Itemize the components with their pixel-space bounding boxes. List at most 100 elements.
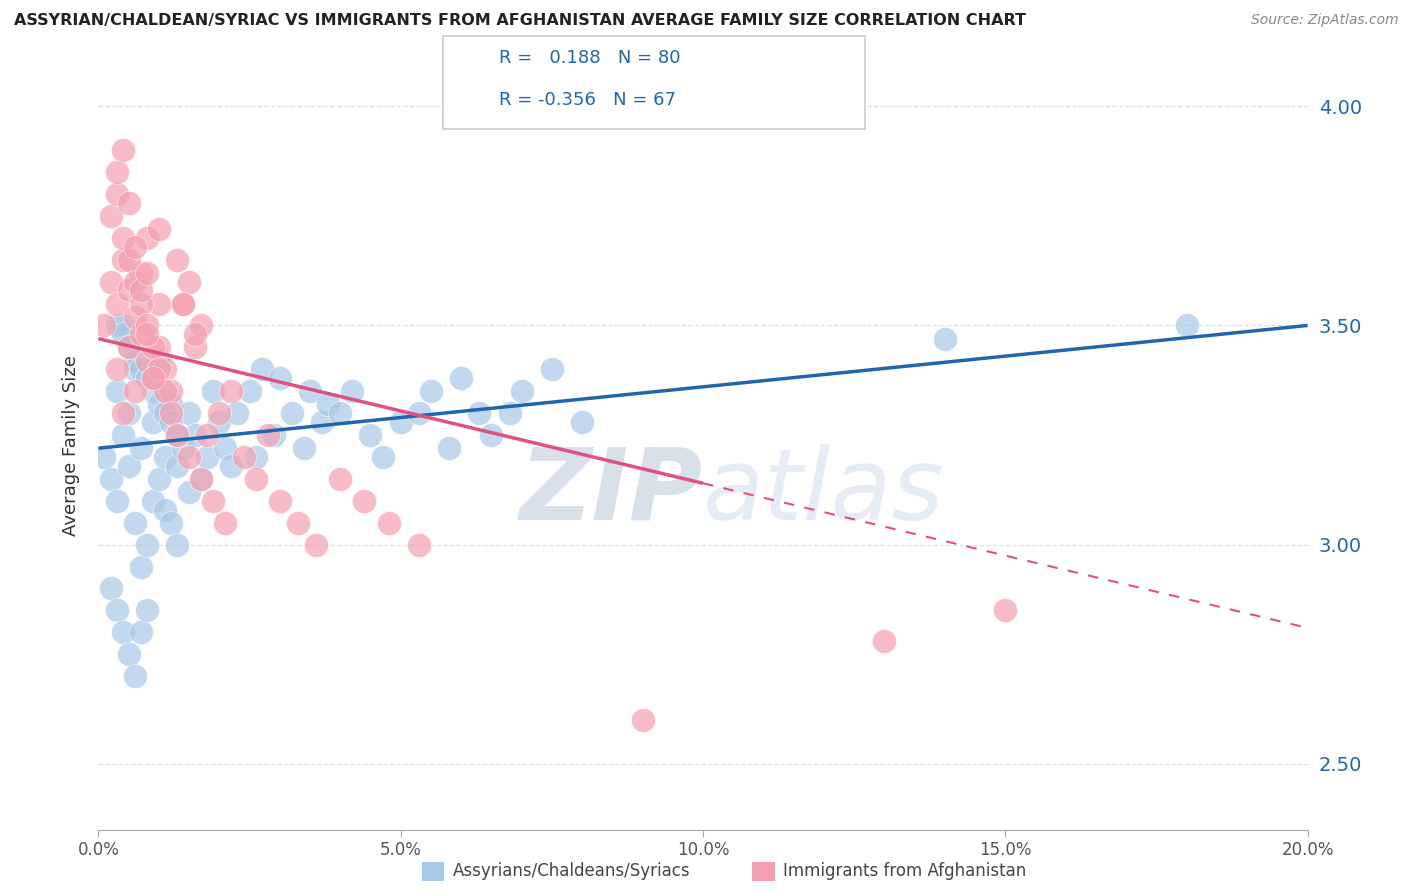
Point	[93, 318, 115, 333]
Text: ZIP: ZIP	[520, 443, 703, 541]
Point	[111, 428, 134, 442]
Point	[129, 559, 152, 574]
Point	[184, 340, 207, 354]
Point	[468, 406, 491, 420]
Point	[311, 415, 333, 429]
Point	[111, 327, 134, 342]
Point	[135, 603, 157, 617]
Point	[226, 406, 249, 420]
Point	[129, 625, 152, 640]
Point	[269, 493, 291, 508]
Point	[160, 415, 183, 429]
Point	[256, 428, 278, 442]
Point	[239, 384, 262, 399]
Point	[111, 252, 134, 267]
Point	[195, 450, 218, 464]
Point	[124, 384, 146, 399]
Point	[105, 318, 128, 333]
Point	[135, 538, 157, 552]
Point	[353, 493, 375, 508]
Point	[105, 603, 128, 617]
Point	[118, 458, 141, 473]
Point	[179, 450, 201, 464]
Point	[631, 713, 654, 727]
Point	[111, 625, 134, 640]
Point	[1175, 318, 1198, 333]
Point	[118, 406, 141, 420]
Point	[118, 252, 141, 267]
Point	[129, 284, 152, 298]
Point	[214, 441, 236, 455]
Point	[135, 353, 157, 368]
Point	[208, 406, 231, 420]
Point	[377, 516, 399, 530]
Point	[316, 397, 339, 411]
Point	[299, 384, 322, 399]
Point	[135, 371, 157, 385]
Point	[498, 406, 520, 420]
Point	[305, 538, 328, 552]
Text: R = -0.356   N = 67: R = -0.356 N = 67	[499, 91, 676, 109]
Point	[450, 371, 472, 385]
Point	[148, 296, 170, 310]
Point	[166, 428, 188, 442]
Point	[124, 353, 146, 368]
Point	[202, 384, 225, 399]
Point	[420, 384, 443, 399]
Point	[105, 296, 128, 310]
Point	[190, 318, 212, 333]
Point	[118, 647, 141, 661]
Point	[179, 406, 201, 420]
Point	[221, 458, 243, 473]
Point	[142, 340, 165, 354]
Point	[148, 222, 170, 236]
Text: R =   0.188   N = 80: R = 0.188 N = 80	[499, 49, 681, 67]
Point	[153, 406, 176, 420]
Text: ASSYRIAN/CHALDEAN/SYRIAC VS IMMIGRANTS FROM AFGHANISTAN AVERAGE FAMILY SIZE CORR: ASSYRIAN/CHALDEAN/SYRIAC VS IMMIGRANTS F…	[14, 13, 1026, 29]
Point	[100, 582, 122, 596]
Point	[166, 428, 188, 442]
Point	[142, 384, 165, 399]
Point	[129, 266, 152, 280]
Point	[184, 428, 207, 442]
Point	[166, 458, 188, 473]
Point	[118, 284, 141, 298]
Point	[153, 362, 176, 376]
Point	[873, 634, 896, 648]
Point	[129, 441, 152, 455]
Point	[437, 441, 460, 455]
Point	[329, 472, 352, 486]
Text: atlas: atlas	[703, 443, 945, 541]
Point	[371, 450, 394, 464]
Point	[408, 406, 430, 420]
Point	[148, 472, 170, 486]
Point	[160, 406, 183, 420]
Point	[160, 384, 183, 399]
Text: Immigrants from Afghanistan: Immigrants from Afghanistan	[783, 863, 1026, 880]
Point	[510, 384, 533, 399]
Point	[124, 239, 146, 253]
Point	[342, 384, 364, 399]
Point	[269, 371, 291, 385]
Point	[129, 296, 152, 310]
Point	[100, 275, 122, 289]
Point	[153, 384, 176, 399]
Point	[245, 450, 267, 464]
Point	[142, 371, 165, 385]
Point	[934, 332, 956, 346]
Point	[208, 415, 231, 429]
Point	[111, 143, 134, 157]
Point	[105, 186, 128, 201]
Point	[153, 450, 176, 464]
Point	[118, 195, 141, 210]
Point	[100, 209, 122, 223]
Point	[360, 428, 382, 442]
Point	[292, 441, 315, 455]
Point	[105, 165, 128, 179]
Point	[245, 472, 267, 486]
Point	[111, 318, 134, 333]
Point	[329, 406, 352, 420]
Point	[135, 318, 157, 333]
Point	[124, 516, 146, 530]
Point	[135, 231, 157, 245]
